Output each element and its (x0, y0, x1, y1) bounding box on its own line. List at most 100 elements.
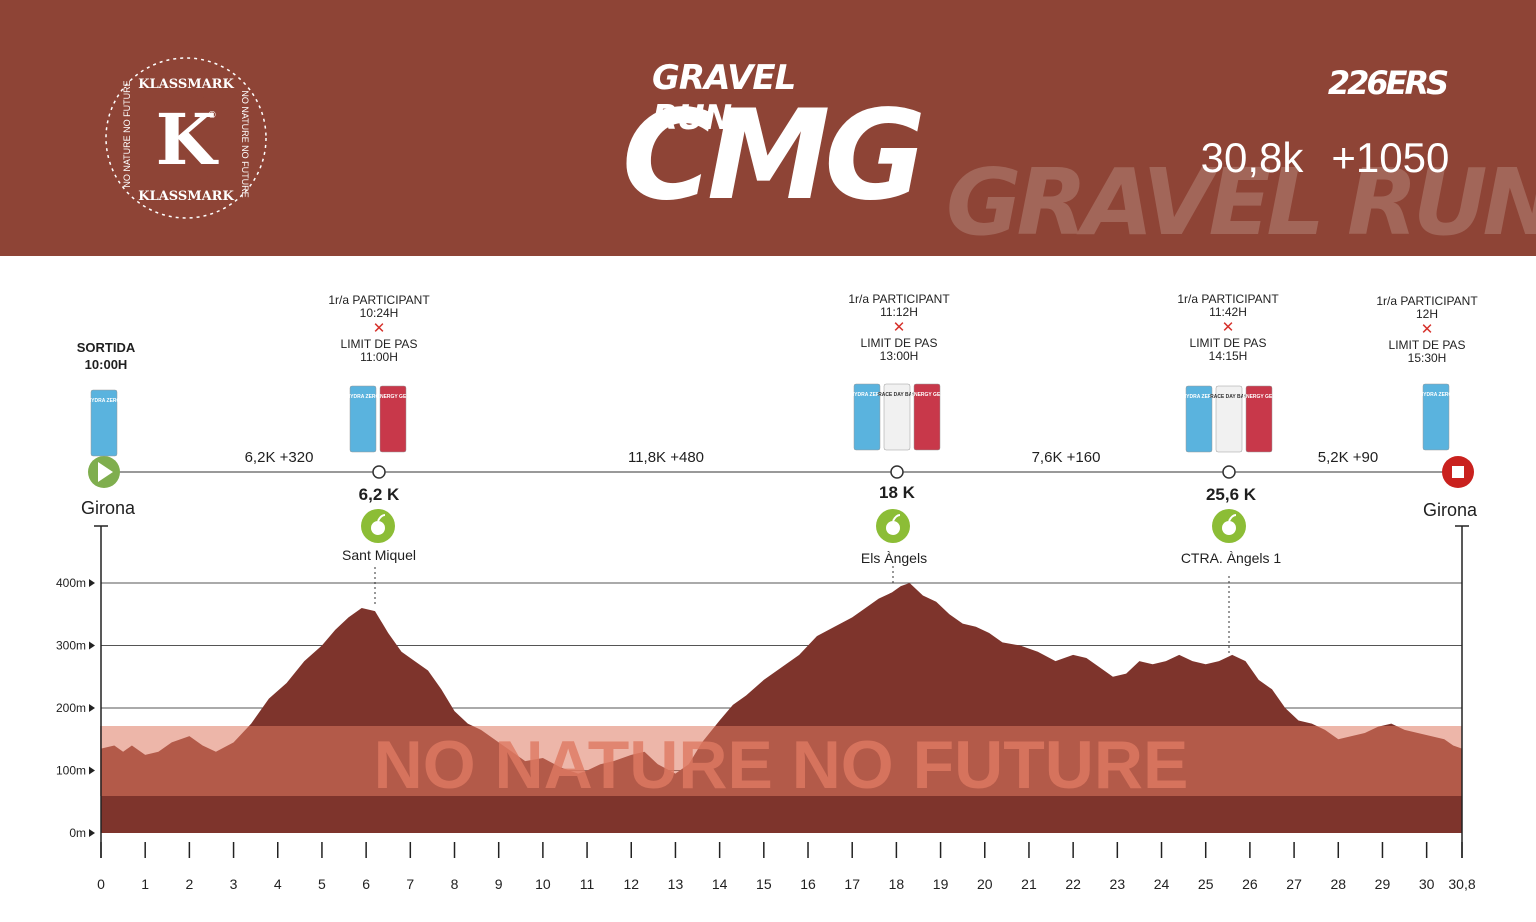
limit-time: 11:00H (360, 350, 398, 364)
checkpoint-times: 1r/a PARTICIPANT 11:42H ✕ LIMIT DE PAS 14:15… (1153, 293, 1303, 363)
participant-label: 1r/a PARTICIPANT (1376, 294, 1478, 308)
logo-letter: K (156, 98, 219, 181)
apple-glyph (1222, 521, 1236, 535)
svg-text:®: ® (208, 110, 216, 121)
limit-label: LIMIT DE PAS (340, 337, 418, 351)
x-tick-label: 3 (230, 876, 238, 892)
x-tick-label: 9 (495, 876, 503, 892)
cross-icon: ✕ (892, 319, 906, 336)
x-tick-label: 12 (623, 876, 639, 892)
y-tick-marker (89, 704, 95, 712)
product-packet (1422, 383, 1450, 451)
limit-time: 13:00H (879, 349, 919, 363)
chart-axes: 0 1 2 3 4 5 6 7 8 9 10 11 12 13 14 15 16 17 18 19 20 21 22 23 24… (94, 525, 1476, 892)
y-tick-label: 400m (56, 576, 86, 590)
product-packet (1185, 385, 1213, 453)
logo-motto-right: NO NATURE NO FUTURE (240, 90, 250, 197)
play-glyph (98, 462, 113, 482)
x-tick-label: 17 (844, 876, 860, 892)
x-tick-label: 30,8 (1448, 876, 1475, 892)
apple-leaf (892, 514, 901, 522)
checkpoint-marker (890, 465, 904, 479)
product-label: ENERGY GEL (377, 394, 410, 400)
limit-time: 15:30H (1407, 351, 1447, 365)
food-station-name: Els Àngels (860, 550, 928, 566)
checkpoint-km: 25,6 K (1205, 485, 1257, 504)
x-tick-label: 4 (274, 876, 282, 892)
participant-time: 12H (1415, 307, 1438, 321)
product-packet (1215, 385, 1243, 453)
x-tick-label: 23 (1110, 876, 1126, 892)
x-tick-label: 24 (1154, 876, 1170, 892)
food-station-name: Sant Miquel (342, 547, 416, 563)
apple-leaf (377, 514, 386, 522)
x-tick-label: 22 (1065, 876, 1081, 892)
stop-glyph (1452, 466, 1464, 478)
product-label: HYDRA ZERO (88, 398, 121, 404)
event-subtitle: GRAVEL RUN (652, 58, 796, 138)
x-tick-label: 27 (1286, 876, 1302, 892)
y-tick-marker (89, 829, 95, 837)
y-tick-marker (89, 579, 95, 587)
product-packet (379, 385, 407, 453)
segment-label: 7,6K +160 (1031, 449, 1101, 466)
x-tick-label: 1 (141, 876, 149, 892)
x-tick-label: 14 (712, 876, 728, 892)
x-tick-label: 8 (451, 876, 459, 892)
product-label: RACE DAY BAR (878, 392, 916, 398)
x-tick-label: 2 (185, 876, 193, 892)
apple-glyph (886, 521, 900, 535)
participant-time: 10:24H (359, 306, 399, 320)
product-packet (349, 385, 377, 453)
food-station-name: CTRA. Àngels 1 (1180, 550, 1282, 566)
sponsor-logo: 226ERS (1327, 64, 1449, 102)
checkpoint-times: 1r/a PARTICIPANT 10:24H ✕ LIMIT DE PAS 11:00… (304, 294, 454, 364)
checkpoint-times: 1r/a PARTICIPANT 11:12H ✕ LIMIT DE PAS 13:00… (824, 293, 974, 363)
product-label: RACE DAY BAR (1210, 394, 1248, 400)
cross-icon: ✕ (1420, 321, 1434, 338)
race-stats: 30,8k +1050 (1180, 134, 1470, 182)
apple-glyph (371, 521, 385, 535)
elevation-profile-chart: 0m 100m 200m 300m 400m NO NATURE NO FUTURE 0… (56, 383, 1476, 892)
x-tick-label: 21 (1021, 876, 1037, 892)
product-packet (853, 383, 881, 451)
limit-label: LIMIT DE PAS (1189, 336, 1267, 350)
klassmark-logo: KLASSMARK KLASSMARK NO NATURE NO FUTURE … (105, 57, 267, 219)
product-packet (913, 383, 941, 451)
product-packet (1245, 385, 1273, 453)
product-label: HYDRA ZERO (1420, 392, 1453, 398)
x-tick-label: 15 (756, 876, 772, 892)
limit-label: LIMIT DE PAS (860, 336, 938, 350)
logo-ring-bottom-text: KLASSMARK (138, 189, 234, 204)
segment-label: 5,2K +90 (1317, 449, 1379, 466)
x-tick-label: 25 (1198, 876, 1214, 892)
watermark-band (100, 726, 1462, 796)
x-tick-label: 7 (406, 876, 414, 892)
participant-label: 1r/a PARTICIPANT (328, 293, 430, 307)
product-label: HYDRA ZERO (347, 394, 380, 400)
participant-label: 1r/a PARTICIPANT (848, 292, 950, 306)
checkpoint-marker (1222, 465, 1236, 479)
race-distance: 30,8k (1200, 134, 1304, 181)
checkpoint-km: 18 K (879, 483, 915, 502)
segment-label: 6,2K +320 (244, 449, 314, 466)
y-tick-label: 200m (56, 701, 86, 715)
start-title: SORTIDA (76, 340, 136, 355)
x-tick-label: 30 (1419, 876, 1435, 892)
logo-ring-top-text: KLASSMARK (138, 77, 234, 92)
y-tick-label: 0m (69, 826, 86, 840)
limit-label: LIMIT DE PAS (1388, 338, 1466, 352)
race-elevation: +1050 (1331, 134, 1450, 181)
product-label: HYDRA ZERO (1183, 394, 1216, 400)
finish-times: 1r/a PARTICIPANT 12H ✕ LIMIT DE PAS 15:30H (1352, 295, 1502, 365)
start-time: 10:00H (84, 357, 128, 372)
x-tick-label: 19 (933, 876, 949, 892)
start-place: Girona (80, 498, 136, 518)
product-label: ENERGY GEL (1243, 394, 1276, 400)
x-tick-label: 10 (535, 876, 551, 892)
participant-time: 11:42H (1209, 305, 1247, 319)
x-tick-label: 16 (800, 876, 816, 892)
product-label: HYDRA ZERO (851, 392, 884, 398)
start-label: SORTIDA 10:00H (46, 339, 166, 373)
